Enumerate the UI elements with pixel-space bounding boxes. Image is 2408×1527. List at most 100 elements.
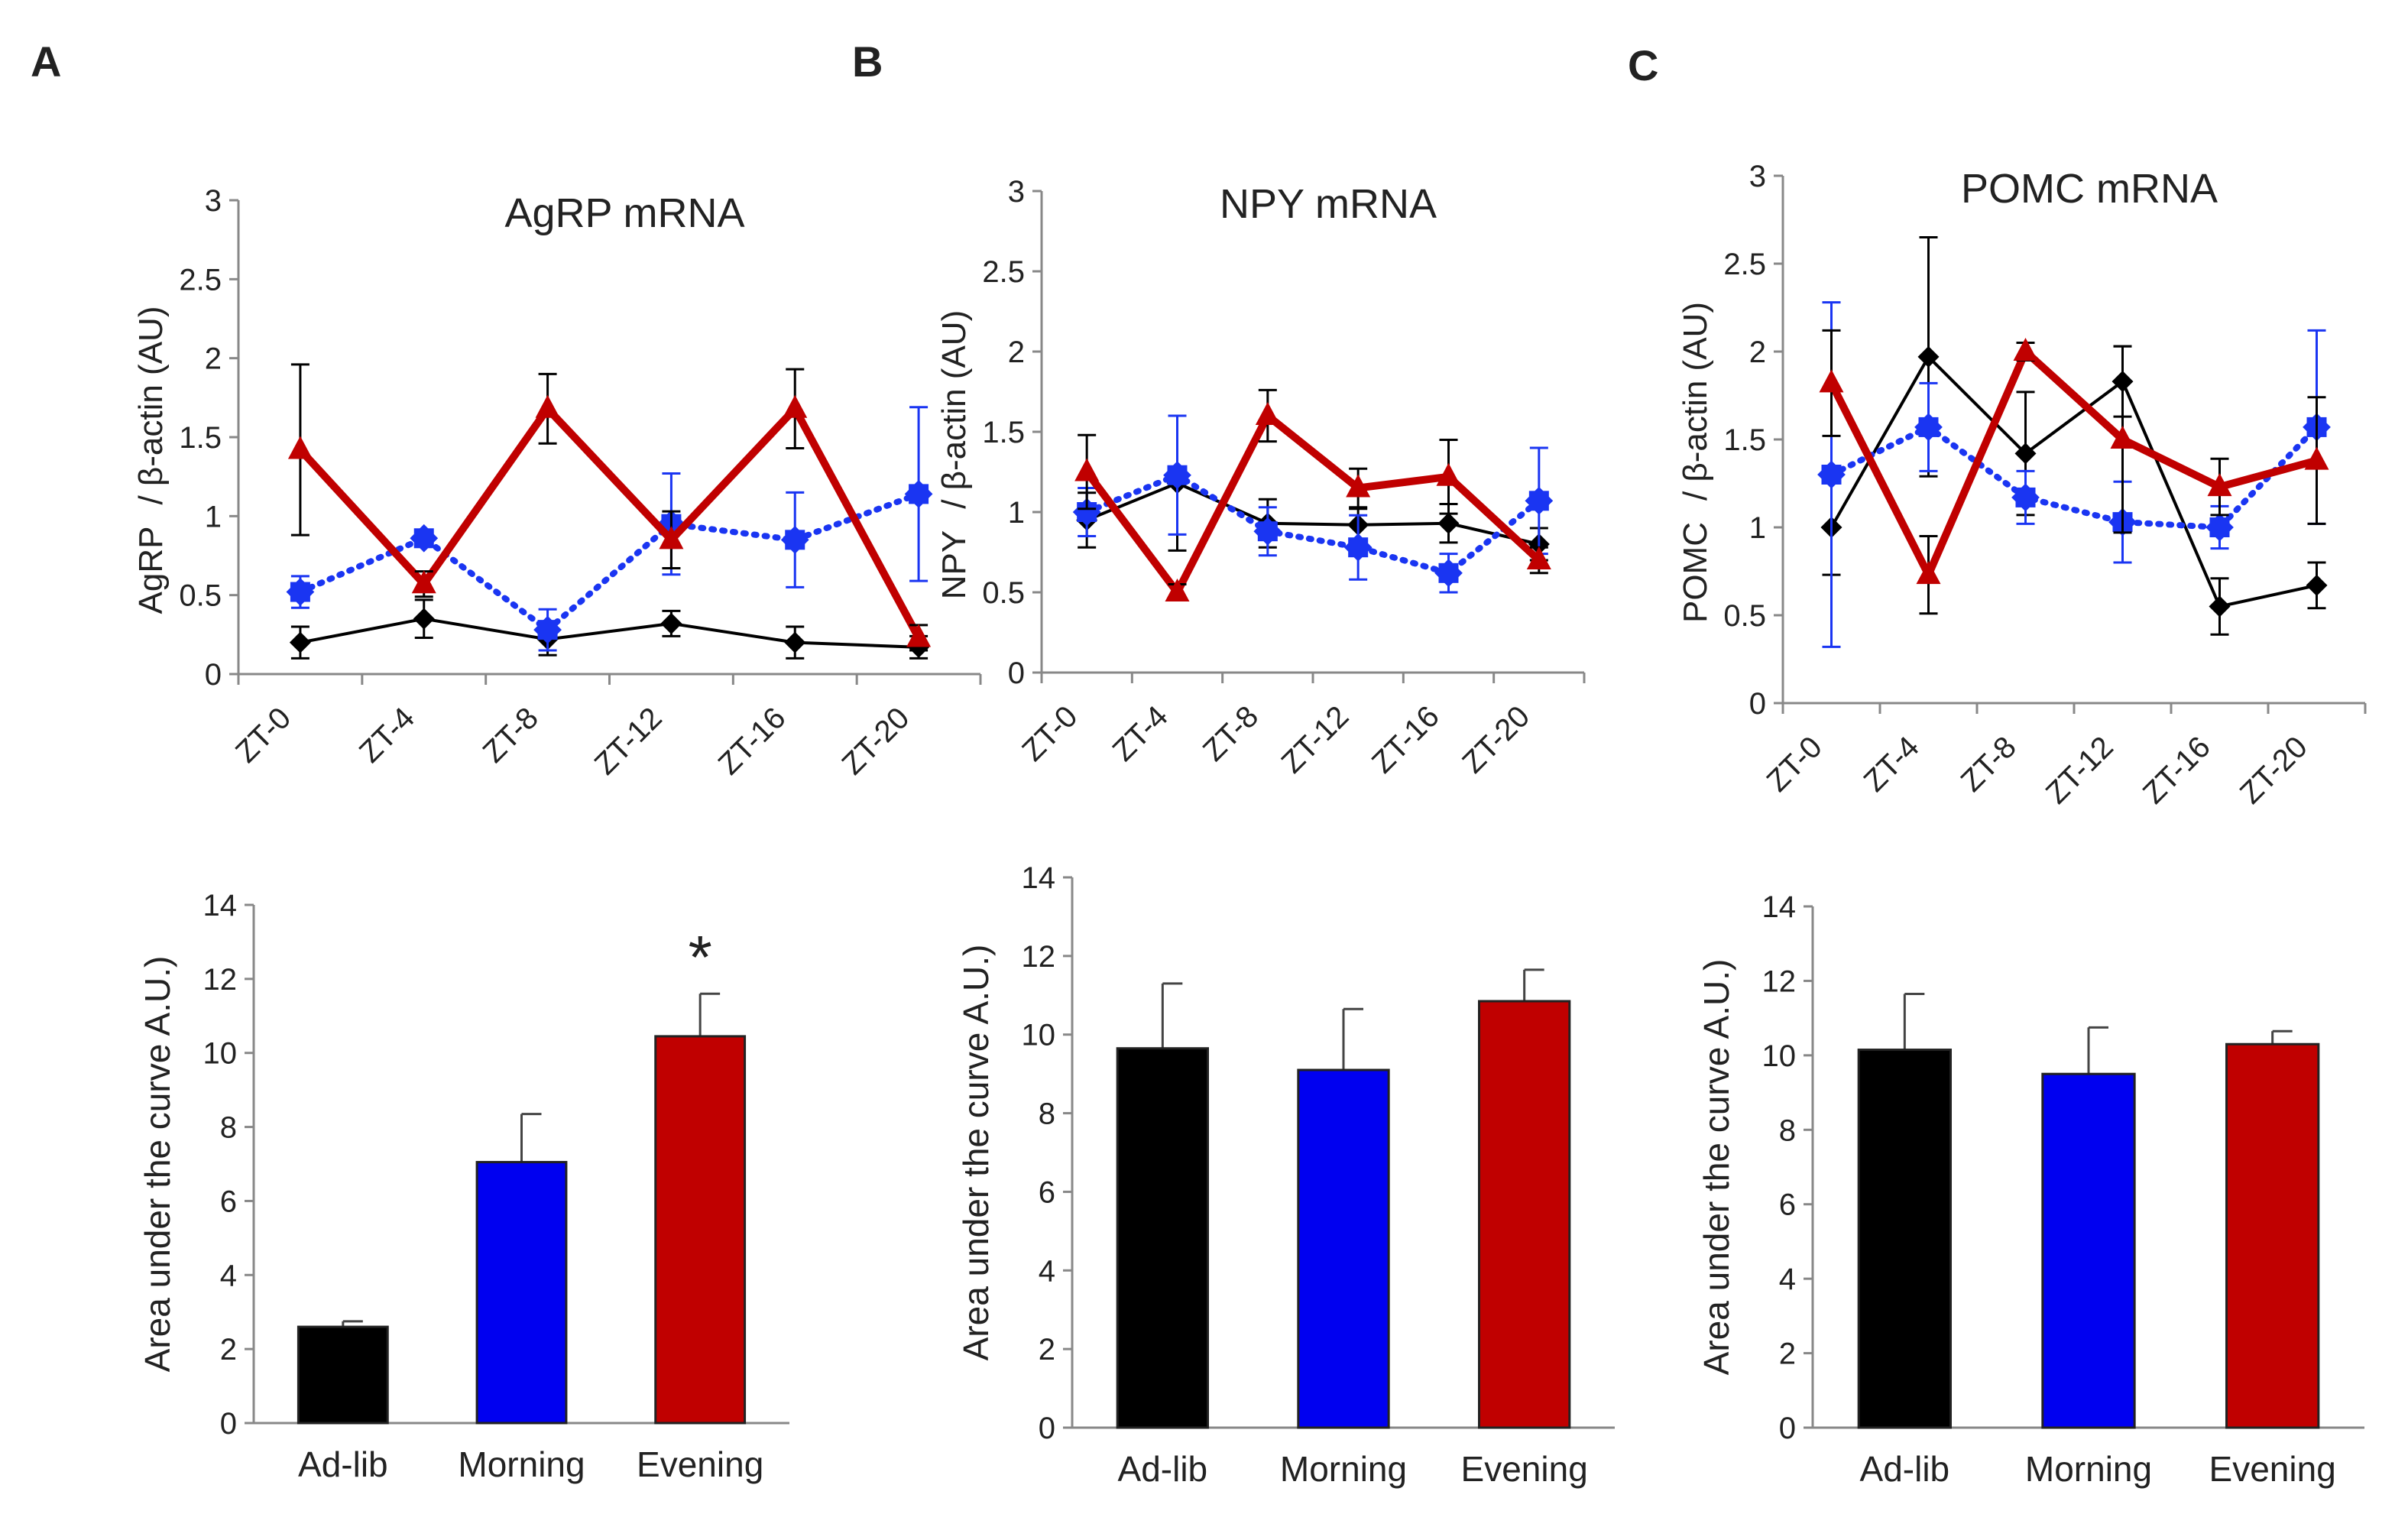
panel-c-series-morning: [1817, 301, 2331, 648]
panel-a-line-ytick-label: 1.5: [179, 421, 222, 455]
panel-b-series-morning-marker-star: [1434, 559, 1463, 588]
panel-b-series-morning-marker-star: [1343, 533, 1373, 562]
panel-b-series-evening-marker: [1436, 462, 1461, 486]
panel-a-bar-significance-marker: *: [689, 923, 712, 991]
panel-c-bar-morning: [2041, 1072, 2136, 1429]
panel-c-bar-adlib: [1857, 1049, 1953, 1429]
panel-a-bar-xtick-label: Morning: [458, 1444, 585, 1484]
panel-a-line-ytick-label: 2.5: [179, 263, 222, 297]
panel-a-line-ytick-label: 3: [205, 184, 222, 218]
panel-c-letter: C: [1628, 41, 1658, 89]
panel-a-line-ylabel: AgRP / β‐actin (AU): [132, 306, 170, 614]
panel-a-series-ad-lib-marker: [413, 608, 435, 630]
panel-a-bar-ytick-label: 14: [203, 889, 238, 922]
panel-a-series-morning-marker-star: [533, 615, 562, 644]
panel-b-bar-ytick-label: 14: [1022, 861, 1056, 895]
panel-a-line-xtick-label: ZT-4: [353, 701, 421, 769]
panel-c-series-evening-marker: [1819, 369, 1844, 393]
panel-c-line-ylabel-rest: / β‐actin (AU): [1677, 302, 1714, 501]
panel-b-bar-xtick-label: Morning: [1280, 1449, 1407, 1489]
panel-b-line-ytick-label: 1: [1008, 496, 1025, 530]
panel-a-line-ytick-label: 1: [205, 500, 222, 533]
panel-b-series-morning-marker-star: [1072, 498, 1101, 527]
panel-c-bar-ytick-label: 14: [1762, 890, 1797, 924]
panel-c-bar-ytick-label: 8: [1779, 1114, 1796, 1147]
panel-a-series-morning-marker-star: [904, 480, 933, 508]
panel-b-series-evening-marker: [1074, 458, 1100, 481]
panel-a-line-ytick-label: 0: [205, 658, 222, 692]
panel-a-series-evening-marker: [783, 394, 808, 418]
panel-a-bar-ytick-label: 6: [220, 1185, 237, 1218]
panel-c-line-xtick-label: ZT-4: [1858, 730, 1926, 798]
panel-b-series-ad-lib-marker: [1437, 512, 1460, 534]
panel-c-series-ad-lib-marker: [2014, 443, 2037, 465]
panel-c-line-ylabel-gene: POMC: [1677, 522, 1714, 623]
panel-b-line-title: NPY mRNA: [1220, 181, 1437, 227]
panel-a-series-evening: [287, 363, 932, 652]
panel-a-line-title: AgRP mRNA: [504, 190, 744, 236]
panel-b-series-evening: [1074, 388, 1551, 601]
panel-b-series-evening-marker: [1165, 579, 1190, 601]
panel-c-series-ad-lib-marker: [2306, 574, 2328, 596]
panel-c-bar-xtick-label: Evening: [2209, 1449, 2336, 1489]
panel-b-series-morning-line: [1084, 472, 1542, 577]
panel-c-line-ytick-label: 1.5: [1723, 423, 1766, 457]
panel-b-line-xtick-label: ZT-0: [1016, 699, 1084, 767]
panel-a-line-chart: AgRP mRNA 0 0.5 1 1.5 2 2.5 3 ZT-0 ZT-4 ZT-8 ZT-12 Z…: [132, 184, 982, 781]
panel-b-series-evening-marker: [1255, 402, 1280, 425]
panel-b-bar-xtick-label: Ad-lib: [1118, 1449, 1208, 1489]
panel-b-line-xtick-label: ZT-16: [1366, 699, 1446, 780]
panel-b-bar-ytick-label: 12: [1022, 940, 1056, 974]
panel-b-bar-ytick-label: 8: [1039, 1097, 1055, 1131]
panel-b-series-morning-marker-star: [1525, 486, 1554, 515]
panel-a-series-ad-lib-marker: [289, 631, 311, 653]
panel-b-bar-ytick-label: 10: [1022, 1019, 1056, 1052]
panel-b-series-evening-line: [1084, 412, 1542, 596]
panel-b-line-ylabel-gene: NPY: [935, 530, 973, 599]
panel-c-line-xtick-label: ZT-12: [2040, 730, 2120, 810]
panel-c-bar-ytick-label: 2: [1779, 1337, 1796, 1371]
panel-a-bar-evening: [654, 1035, 747, 1425]
panel-b-series-evening-marker: [1346, 474, 1371, 498]
panel-a-bar-ytick-label: 0: [220, 1407, 237, 1441]
panel-a-bar-ytick-label: 12: [203, 963, 238, 997]
panel-b-series-morning: [1072, 414, 1554, 594]
panel-c-series-morning-line: [1828, 423, 2320, 531]
panel-a-bar-ytick-label: 4: [220, 1259, 237, 1292]
panel-b-line-ytick-label: 0: [1008, 657, 1025, 690]
panel-a-series-morning-line: [297, 491, 922, 634]
panel-c-bar-chart: 0 2 4 6 8 10 12 14 Area under the curve A.U.) Ad-…: [1697, 890, 2364, 1489]
panel-a: A AgRP mRNA 0 0.5 1 1.5 2 2.5 3 ZT-0 ZT-4 ZT-8 ZT-12…: [31, 37, 982, 1484]
panel-c-line-xtick-label: ZT-0: [1761, 730, 1829, 798]
panel-c-series-evening-marker: [1916, 561, 1941, 585]
panel-c-series-evening-line: [1828, 348, 2318, 579]
panel-a-line-xtick-label: ZT-0: [229, 701, 297, 769]
panel-c-series-evening-marker: [2304, 446, 2329, 470]
panel-c-series-evening: [1819, 329, 2329, 615]
panel-a-line-xtick-label: ZT-8: [477, 701, 545, 769]
panel-c-series-evening-marker: [2110, 426, 2135, 449]
panel-c-bar-ytick-label: 6: [1779, 1188, 1796, 1222]
panel-c-series-morning-marker-star: [2011, 483, 2040, 512]
panel-c-series-evening-marker: [2207, 473, 2232, 497]
panel-a-bar-ylabel: Area under the curve A.U.): [138, 956, 177, 1373]
panel-b-line-xtick-label: ZT-4: [1107, 699, 1175, 767]
panel-b-bar-xtick-label: Evening: [1461, 1449, 1588, 1489]
panel-b-series-evening-marker: [1526, 546, 1551, 569]
panel-a-bar-ytick-label: 2: [220, 1333, 237, 1367]
panel-b-line-ytick-label: 2: [1008, 336, 1025, 369]
panel-c: C POMC mRNA 0 0.5 1 1.5 2 2.5 3 ZT-0 ZT-4 ZT-8 ZT-12…: [1628, 41, 2367, 1489]
panel-a-series-evening-marker: [659, 526, 684, 550]
panel-c-bar-ylabel: Area under the curve A.U.): [1697, 959, 1736, 1376]
panel-b-series-morning-marker-star: [1163, 461, 1191, 490]
panel-b-bar-ytick-label: 4: [1039, 1254, 1055, 1288]
panel-a-series-ad-lib-marker: [784, 631, 806, 653]
panel-a-series-ad-lib-marker: [660, 612, 682, 634]
panel-a-bar-chart: 0 2 4 6 8 10 12 14 Area under the curve A.U.) Ad-…: [138, 889, 789, 1484]
panel-b-bar-chart: 0 2 4 6 8 10 12 14 Area under the curve A.U.) Ad-…: [956, 861, 1615, 1489]
panel-c-line-ytick-label: 2: [1749, 336, 1766, 369]
panel-b-line-xtick-label: ZT-20: [1456, 699, 1536, 780]
panel-a-series-evening-marker: [411, 570, 436, 594]
